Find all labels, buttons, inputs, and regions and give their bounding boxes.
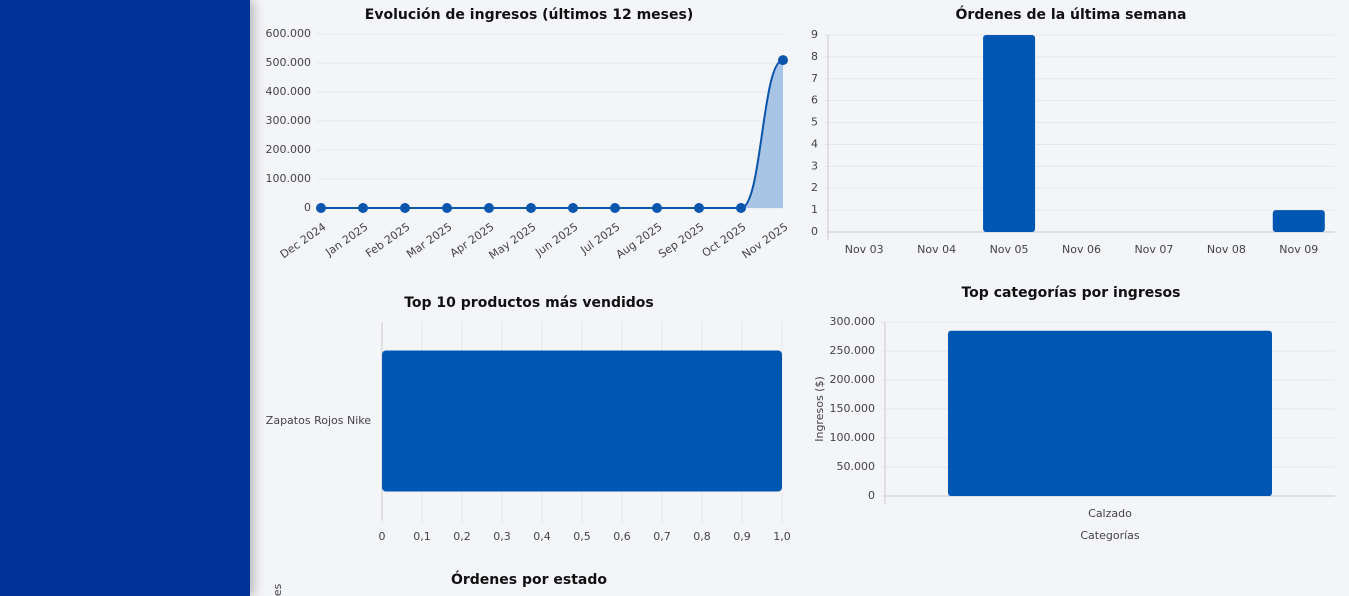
y-tick-label: 9 (811, 28, 818, 41)
chart-title: Evolución de ingresos (últimos 12 meses) (365, 7, 693, 23)
y-tick-label: 300.000 (830, 315, 876, 328)
point (442, 203, 452, 213)
x-tick-label: Nov 06 (1062, 243, 1101, 256)
line (320, 59, 784, 209)
x-tick-label: Calzado (1088, 507, 1132, 520)
x-tick-label: Nov 2025 (740, 220, 791, 261)
x-tick-label: Nov 04 (917, 243, 956, 256)
x-tick-label: 0,6 (613, 530, 631, 543)
y-tick-label: 200.000 (830, 373, 876, 386)
y-tick-label: 7 (811, 72, 818, 85)
y-tick-label: 6 (811, 94, 818, 107)
x-tick-label: Nov 09 (1279, 243, 1318, 256)
point (316, 203, 326, 213)
bar (948, 330, 1272, 496)
chart-title: Top categorías por ingresos (961, 285, 1180, 301)
y-tick-label: 250.000 (830, 344, 876, 357)
y-tick-label: 1 (811, 203, 818, 216)
y-tick-label: Zapatos Rojos Nike (266, 414, 371, 427)
y-tick-label: 0 (304, 201, 311, 214)
y-tick-label: 300.000 (266, 114, 312, 127)
y-tick-label: 400.000 (266, 85, 312, 98)
y-tick-label: 0 (811, 225, 818, 238)
point (400, 203, 410, 213)
point (652, 203, 662, 213)
y-tick-label: 100.000 (830, 431, 876, 444)
sidebar (0, 0, 250, 596)
x-tick-label: Nov 07 (1134, 243, 1173, 256)
x-tick-label: Sep 2025 (656, 220, 706, 261)
bar (1272, 210, 1325, 232)
x-tick-label: 0,4 (533, 530, 551, 543)
x-tick-label: Aug 2025 (614, 220, 665, 261)
x-tick-label: 1,0 (773, 530, 791, 543)
point (358, 203, 368, 213)
x-tick-label: 0,8 (693, 530, 711, 543)
x-tick-label: Jun 2025 (532, 220, 580, 259)
x-tick-label: 0,3 (493, 530, 511, 543)
bar (983, 35, 1036, 232)
point (526, 203, 536, 213)
y-tick-label: 600.000 (266, 27, 312, 40)
y-tick-label: 50.000 (837, 460, 876, 473)
point (484, 203, 494, 213)
point (568, 203, 578, 213)
x-tick-label: 0,7 (653, 530, 671, 543)
x-tick-label: Dec 2024 (278, 220, 329, 261)
point (610, 203, 620, 213)
y-tick-label: 5 (811, 116, 818, 129)
chart-title: Órdenes por estado (451, 570, 607, 588)
x-axis-label: Categorías (1080, 529, 1140, 542)
x-tick-label: 0,2 (453, 530, 471, 543)
chart-title: Órdenes de la última semana (956, 5, 1187, 23)
x-tick-label: Jan 2025 (322, 220, 370, 259)
y-tick-label: 3 (811, 159, 818, 172)
y-tick-label: 100.000 (266, 172, 312, 185)
point (694, 203, 704, 213)
y-axis-label: es (271, 583, 284, 596)
x-tick-label: 0,1 (413, 530, 431, 543)
y-tick-label: 0 (868, 489, 875, 502)
x-tick-label: 0,9 (733, 530, 751, 543)
point (736, 203, 746, 213)
x-tick-label: May 2025 (487, 220, 539, 262)
x-tick-label: Nov 08 (1207, 243, 1246, 256)
y-tick-label: 200.000 (266, 143, 312, 156)
point (778, 55, 788, 66)
y-tick-label: 2 (811, 181, 818, 194)
y-axis-label: Ingresos ($) (813, 376, 826, 442)
x-tick-label: Mar 2025 (404, 220, 454, 261)
x-tick-label: Feb 2025 (363, 220, 412, 260)
x-tick-label: 0,5 (573, 530, 591, 543)
y-tick-label: 500.000 (266, 56, 312, 69)
chart-title: Top 10 productos más vendidos (404, 295, 654, 311)
area (321, 60, 783, 208)
x-tick-label: Nov 05 (990, 243, 1029, 256)
x-tick-label: Nov 03 (845, 243, 884, 256)
bar (382, 350, 782, 492)
y-tick-label: 8 (811, 50, 818, 63)
x-tick-label: 0 (379, 530, 386, 543)
y-tick-label: 150.000 (830, 402, 876, 415)
y-tick-label: 4 (811, 137, 818, 150)
